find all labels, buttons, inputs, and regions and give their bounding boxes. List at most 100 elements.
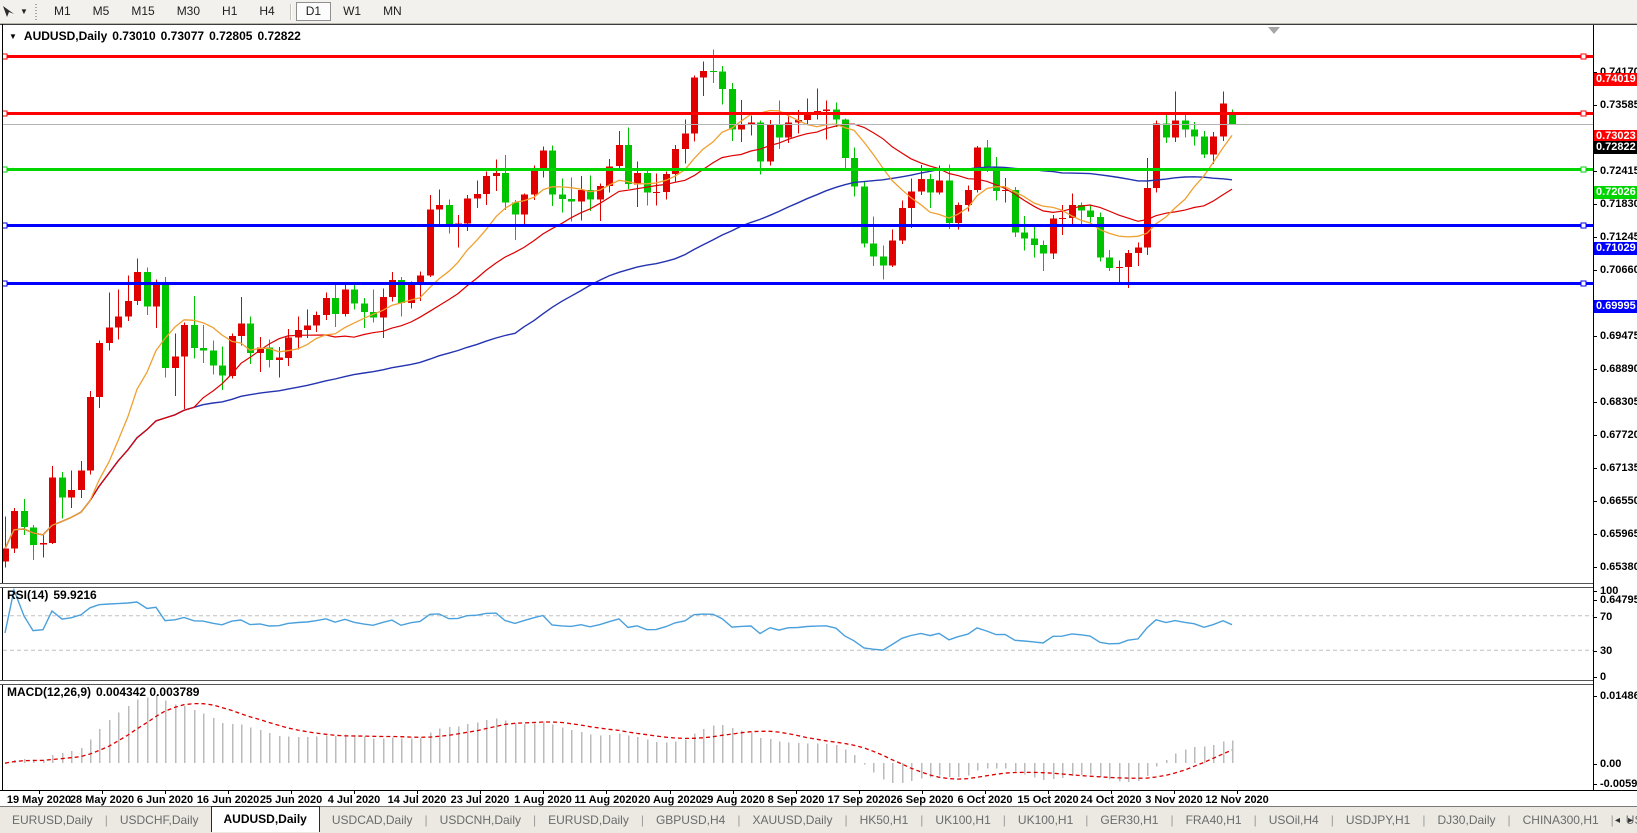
- hline-handle-left[interactable]: [3, 166, 8, 173]
- hline-handle-right[interactable]: [1580, 280, 1587, 287]
- chart-tab-USDJPY-H1[interactable]: USDJPY,H1: [1345, 813, 1411, 827]
- chart-tab-UK100-H1[interactable]: UK100,H1: [1017, 813, 1074, 827]
- hline-handle-left[interactable]: [3, 53, 8, 60]
- tick-dash: [1593, 236, 1597, 238]
- date-tick: [39, 791, 40, 794]
- moving-averages: [4, 109, 1233, 550]
- chart-tab-AUDUSD-Daily[interactable]: AUDUSD,Daily: [210, 806, 320, 832]
- timeframe-button-H4[interactable]: H4: [259, 4, 275, 18]
- price-axis-line: [1593, 25, 1594, 790]
- chart-tab-GBPUSD-H4[interactable]: GBPUSD,H4: [655, 813, 726, 827]
- cursor-dropdown-icon[interactable]: ▼: [20, 7, 28, 16]
- macd-canvas[interactable]: [3, 683, 1593, 789]
- chart-tab-DJ30-Daily[interactable]: DJ30,Daily: [1437, 813, 1496, 827]
- date-tick: [796, 791, 797, 794]
- macd-name: MACD(12,26,9): [7, 685, 92, 699]
- tab-separator: |: [1170, 813, 1174, 827]
- hline-price-badge-0.71029: 0.71029: [1594, 241, 1637, 255]
- hline-handle-right[interactable]: [1580, 53, 1587, 60]
- date-label: 24 Oct 2020: [1080, 794, 1142, 806]
- chart-tab-USDCNH-Daily[interactable]: USDCNH,Daily: [439, 813, 522, 827]
- tick-dash: [1593, 369, 1597, 371]
- rsi-canvas[interactable]: [3, 586, 1593, 680]
- timeframe-button-MN[interactable]: MN: [383, 4, 402, 18]
- macd-panel[interactable]: MACD(12,26,9) 0.004342 0.003789: [3, 683, 1593, 789]
- timeframe-button-D1[interactable]: D1: [295, 2, 332, 21]
- chart-tab-USDCAD-Daily[interactable]: USDCAD,Daily: [331, 813, 413, 827]
- chart-tab-GER30-H1[interactable]: GER30,H1: [1100, 813, 1159, 827]
- hline-price-badge-0.74019: 0.74019: [1594, 73, 1637, 87]
- tab-separator: |: [1507, 813, 1511, 827]
- hline-0.71029[interactable]: [3, 224, 1593, 227]
- current-price-badge: 0.72822: [1594, 140, 1637, 154]
- hline-handle-left[interactable]: [3, 110, 8, 117]
- date-axis[interactable]: 19 May 2020 28 May 2020 6 Jun 2020 16 Jun 2…: [0, 790, 1637, 807]
- tick-dash: [1593, 591, 1597, 592]
- date-tick: [291, 791, 292, 794]
- window-top-border: [0, 24, 1637, 25]
- chart-tab-HK50-H1[interactable]: HK50,H1: [859, 813, 909, 827]
- tab-separator: |: [1610, 813, 1614, 827]
- tab-scroll-left-icon[interactable]: ◂: [1614, 814, 1620, 826]
- macd-histogram: [5, 695, 1234, 783]
- hline-0.69995[interactable]: [3, 282, 1593, 285]
- hline-price-badge-0.73023: 0.73023: [1594, 129, 1637, 143]
- hline-handle-left[interactable]: [3, 222, 8, 229]
- hline-handle-right[interactable]: [1580, 222, 1587, 229]
- ohlc-low: 0.72805: [209, 29, 253, 43]
- panel-separator[interactable]: [0, 680, 1594, 685]
- timeframe-button-H1[interactable]: H1: [222, 4, 238, 18]
- chart-tab-USOil-H1[interactable]: USOil,H1: [1625, 813, 1637, 827]
- ohlc-high: 0.73077: [160, 29, 205, 43]
- hline-handle-left[interactable]: [3, 280, 8, 287]
- timeframe-toolbar: ▼ M1 M5 M15 M30 H1 H4 D1 W1 MN: [0, 0, 1637, 24]
- hline-handle-right[interactable]: [1580, 166, 1587, 173]
- date-label: 29 Aug 2020: [701, 794, 765, 806]
- timeframe-button-M30[interactable]: M30: [176, 4, 201, 18]
- timeframe-button-M5[interactable]: M5: [92, 4, 110, 18]
- date-label: 15 Oct 2020: [1017, 794, 1079, 806]
- chart-tab-XAUUSD-Daily[interactable]: XAUUSD,Daily: [752, 813, 833, 827]
- panel-separator[interactable]: [0, 583, 1594, 588]
- hline-0.74019[interactable]: [3, 55, 1593, 58]
- hline-0.73023[interactable]: [3, 112, 1593, 115]
- tab-scroll-right-icon[interactable]: ▸: [1627, 814, 1633, 826]
- chart-tab-FRA40-H1[interactable]: FRA40,H1: [1185, 813, 1242, 827]
- symbol-dropdown-icon[interactable]: ▼: [9, 31, 17, 41]
- candlestick-canvas[interactable]: [3, 25, 1593, 583]
- date-tick: [1237, 791, 1238, 794]
- date-label: 20 Aug 2020: [638, 794, 702, 806]
- chart-tab-USDCHF-Daily[interactable]: USDCHF,Daily: [119, 813, 199, 827]
- date-label: 6 Jun 2020: [136, 794, 194, 806]
- timeframe-button-M15[interactable]: M15: [131, 4, 155, 18]
- tick-text: -0.005938: [1600, 778, 1637, 790]
- date-label: 6 Oct 2020: [957, 794, 1013, 806]
- tick-text: 0.67135: [1600, 462, 1637, 475]
- tab-separator: |: [1422, 813, 1426, 827]
- timeframe-button-W1[interactable]: W1: [343, 4, 362, 18]
- chart-shift-marker[interactable]: [1268, 27, 1280, 34]
- price-axis[interactable]: 0.74170 0.73585 0.72415 0.71830 0.71245 0.706…: [1593, 25, 1637, 790]
- tick-dash: [1593, 336, 1597, 338]
- main-chart-panel[interactable]: ▼ AUDUSD,Daily 0.73010 0.73077 0.72805 0…: [3, 25, 1593, 583]
- hline-handle-right[interactable]: [1580, 110, 1587, 117]
- rsi-panel[interactable]: RSI(14) 59.9216: [3, 586, 1593, 680]
- chart-tab-EURUSD-Daily[interactable]: EURUSD,Daily: [12, 813, 93, 827]
- toolbar-separator: [289, 3, 291, 20]
- tab-separator: |: [640, 813, 644, 827]
- hline-0.72026[interactable]: [3, 168, 1593, 171]
- chart-tab-EURUSD-Daily[interactable]: EURUSD,Daily: [548, 813, 629, 827]
- chart-tab-USOil-H4[interactable]: USOil,H4: [1268, 813, 1319, 827]
- date-tick: [1111, 791, 1112, 794]
- tick-dash: [1593, 764, 1597, 766]
- cursor-tool-icon[interactable]: [0, 2, 18, 21]
- tick-text: 30: [1600, 645, 1613, 658]
- tick-text: 0.70660: [1600, 263, 1637, 276]
- tick-text: 0.72415: [1600, 164, 1637, 177]
- date-tick: [354, 791, 355, 794]
- chart-tab-UK100-H1[interactable]: UK100,H1: [935, 813, 991, 827]
- timeframe-button-M1[interactable]: M1: [54, 4, 71, 18]
- tick-dash: [1593, 269, 1597, 271]
- chart-window: ▼ AUDUSD,Daily 0.73010 0.73077 0.72805 0…: [0, 24, 1637, 807]
- chart-tab-CHINA300-H1[interactable]: CHINA300,H1: [1522, 813, 1599, 827]
